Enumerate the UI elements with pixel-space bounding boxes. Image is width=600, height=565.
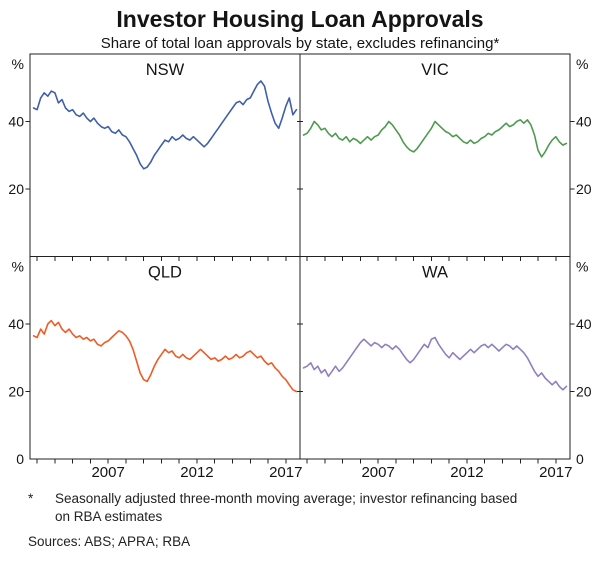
y-axis-unit-left: %: [12, 56, 24, 72]
y-axis-unit-left: %: [12, 259, 24, 275]
series-line-nsw: [32, 80, 298, 170]
y-axis-label-left: 20: [8, 384, 24, 400]
y-axis-label-left: 40: [8, 114, 24, 130]
footnotes: * Seasonally adjusted three-month moving…: [0, 486, 600, 549]
y-axis-label-right: 40: [576, 114, 592, 130]
x-axis-label: 2017: [539, 464, 572, 481]
panel-label-nsw: NSW: [146, 61, 185, 79]
y-axis-unit-right: %: [576, 259, 588, 275]
x-axis-label: 2007: [91, 464, 124, 481]
chart-subtitle: Share of total loan approvals by state, …: [100, 35, 500, 52]
x-axis-label: 2017: [269, 464, 302, 481]
sources-text: Sources: ABS; APRA; RBA: [28, 533, 191, 549]
chart-svg: 20 20 40 40% % 20 20 40 40% % 0 0 2007 2012 2017 2007 20…: [8, 53, 592, 481]
x-axis-label: 2012: [450, 464, 483, 481]
series-line-vic: [302, 119, 568, 158]
panel-label-vic: VIC: [421, 61, 449, 79]
footnote-text: Seasonally adjusted three-month moving a…: [55, 491, 518, 524]
panel-label-wa: WA: [422, 264, 448, 282]
x-axis-label: 2012: [180, 464, 213, 481]
chart-title: Investor Housing Loan Approvals: [116, 6, 484, 32]
y-axis-unit-right: %: [576, 56, 588, 72]
y-axis-label-left: 40: [8, 316, 24, 332]
y-axis-label-right: 20: [576, 384, 592, 400]
footnote-row: * Seasonally adjusted three-month moving…: [28, 490, 578, 526]
series-line-wa: [302, 336, 568, 391]
y-axis-label-right: 20: [576, 181, 592, 197]
y-axis-label-right: 40: [576, 316, 592, 332]
y-axis-label-right: 0: [576, 451, 584, 467]
panel-label-qld: QLD: [148, 264, 182, 282]
y-axis-label-left: 0: [16, 451, 24, 467]
footnote-marker: *: [28, 491, 34, 506]
series-line-qld: [32, 319, 298, 393]
x-axis-label: 2007: [361, 464, 394, 481]
y-axis-label-left: 20: [8, 181, 24, 197]
